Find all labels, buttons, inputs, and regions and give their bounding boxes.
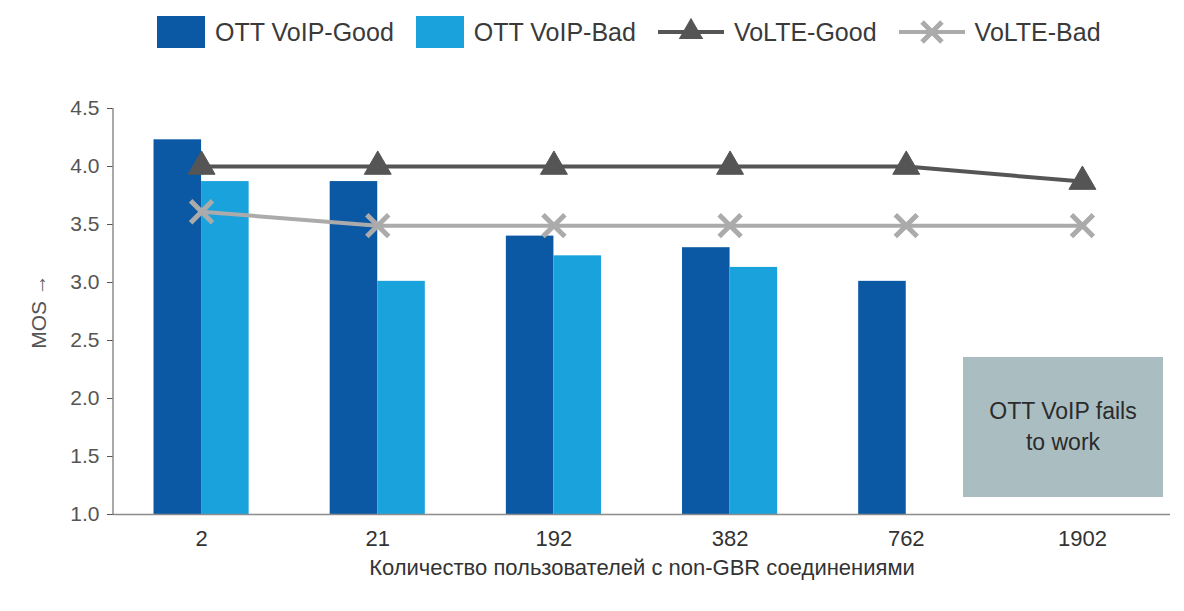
svg-text:2.5: 2.5 <box>70 328 99 351</box>
svg-text:4.5: 4.5 <box>70 96 99 119</box>
svg-text:1.0: 1.0 <box>70 502 99 525</box>
html-text:OTT VoIP fails to work: OTT VoIP fails to work <box>989 398 1137 455</box>
svg-text:762: 762 <box>888 526 925 551</box>
html-text:VoLTE-Good: VoLTE-Good <box>733 17 877 46</box>
svg-text:MOS →: MOS → <box>27 274 50 349</box>
svg-text:2.0: 2.0 <box>70 386 99 409</box>
svg-text:1902: 1902 <box>1058 526 1107 551</box>
svg-text:382: 382 <box>712 526 749 551</box>
svg-text:3.5: 3.5 <box>70 212 99 235</box>
svg-text:21: 21 <box>366 526 390 551</box>
html-text:OTT VoIP-Good: OTT VoIP-Good <box>215 17 394 46</box>
html-text:VoLTE-Bad: VoLTE-Bad <box>974 17 1101 46</box>
svg-text:2: 2 <box>195 526 207 551</box>
svg-text:Количество пользователей с non: Количество пользователей с non-GBR соеди… <box>369 555 915 580</box>
html-text:OTT VoIP-Bad: OTT VoIP-Bad <box>473 17 636 46</box>
svg-text:3.0: 3.0 <box>70 270 99 293</box>
svg-text:192: 192 <box>536 526 573 551</box>
svg-text:4.0: 4.0 <box>70 154 99 177</box>
svg-text:1.5: 1.5 <box>70 444 99 467</box>
